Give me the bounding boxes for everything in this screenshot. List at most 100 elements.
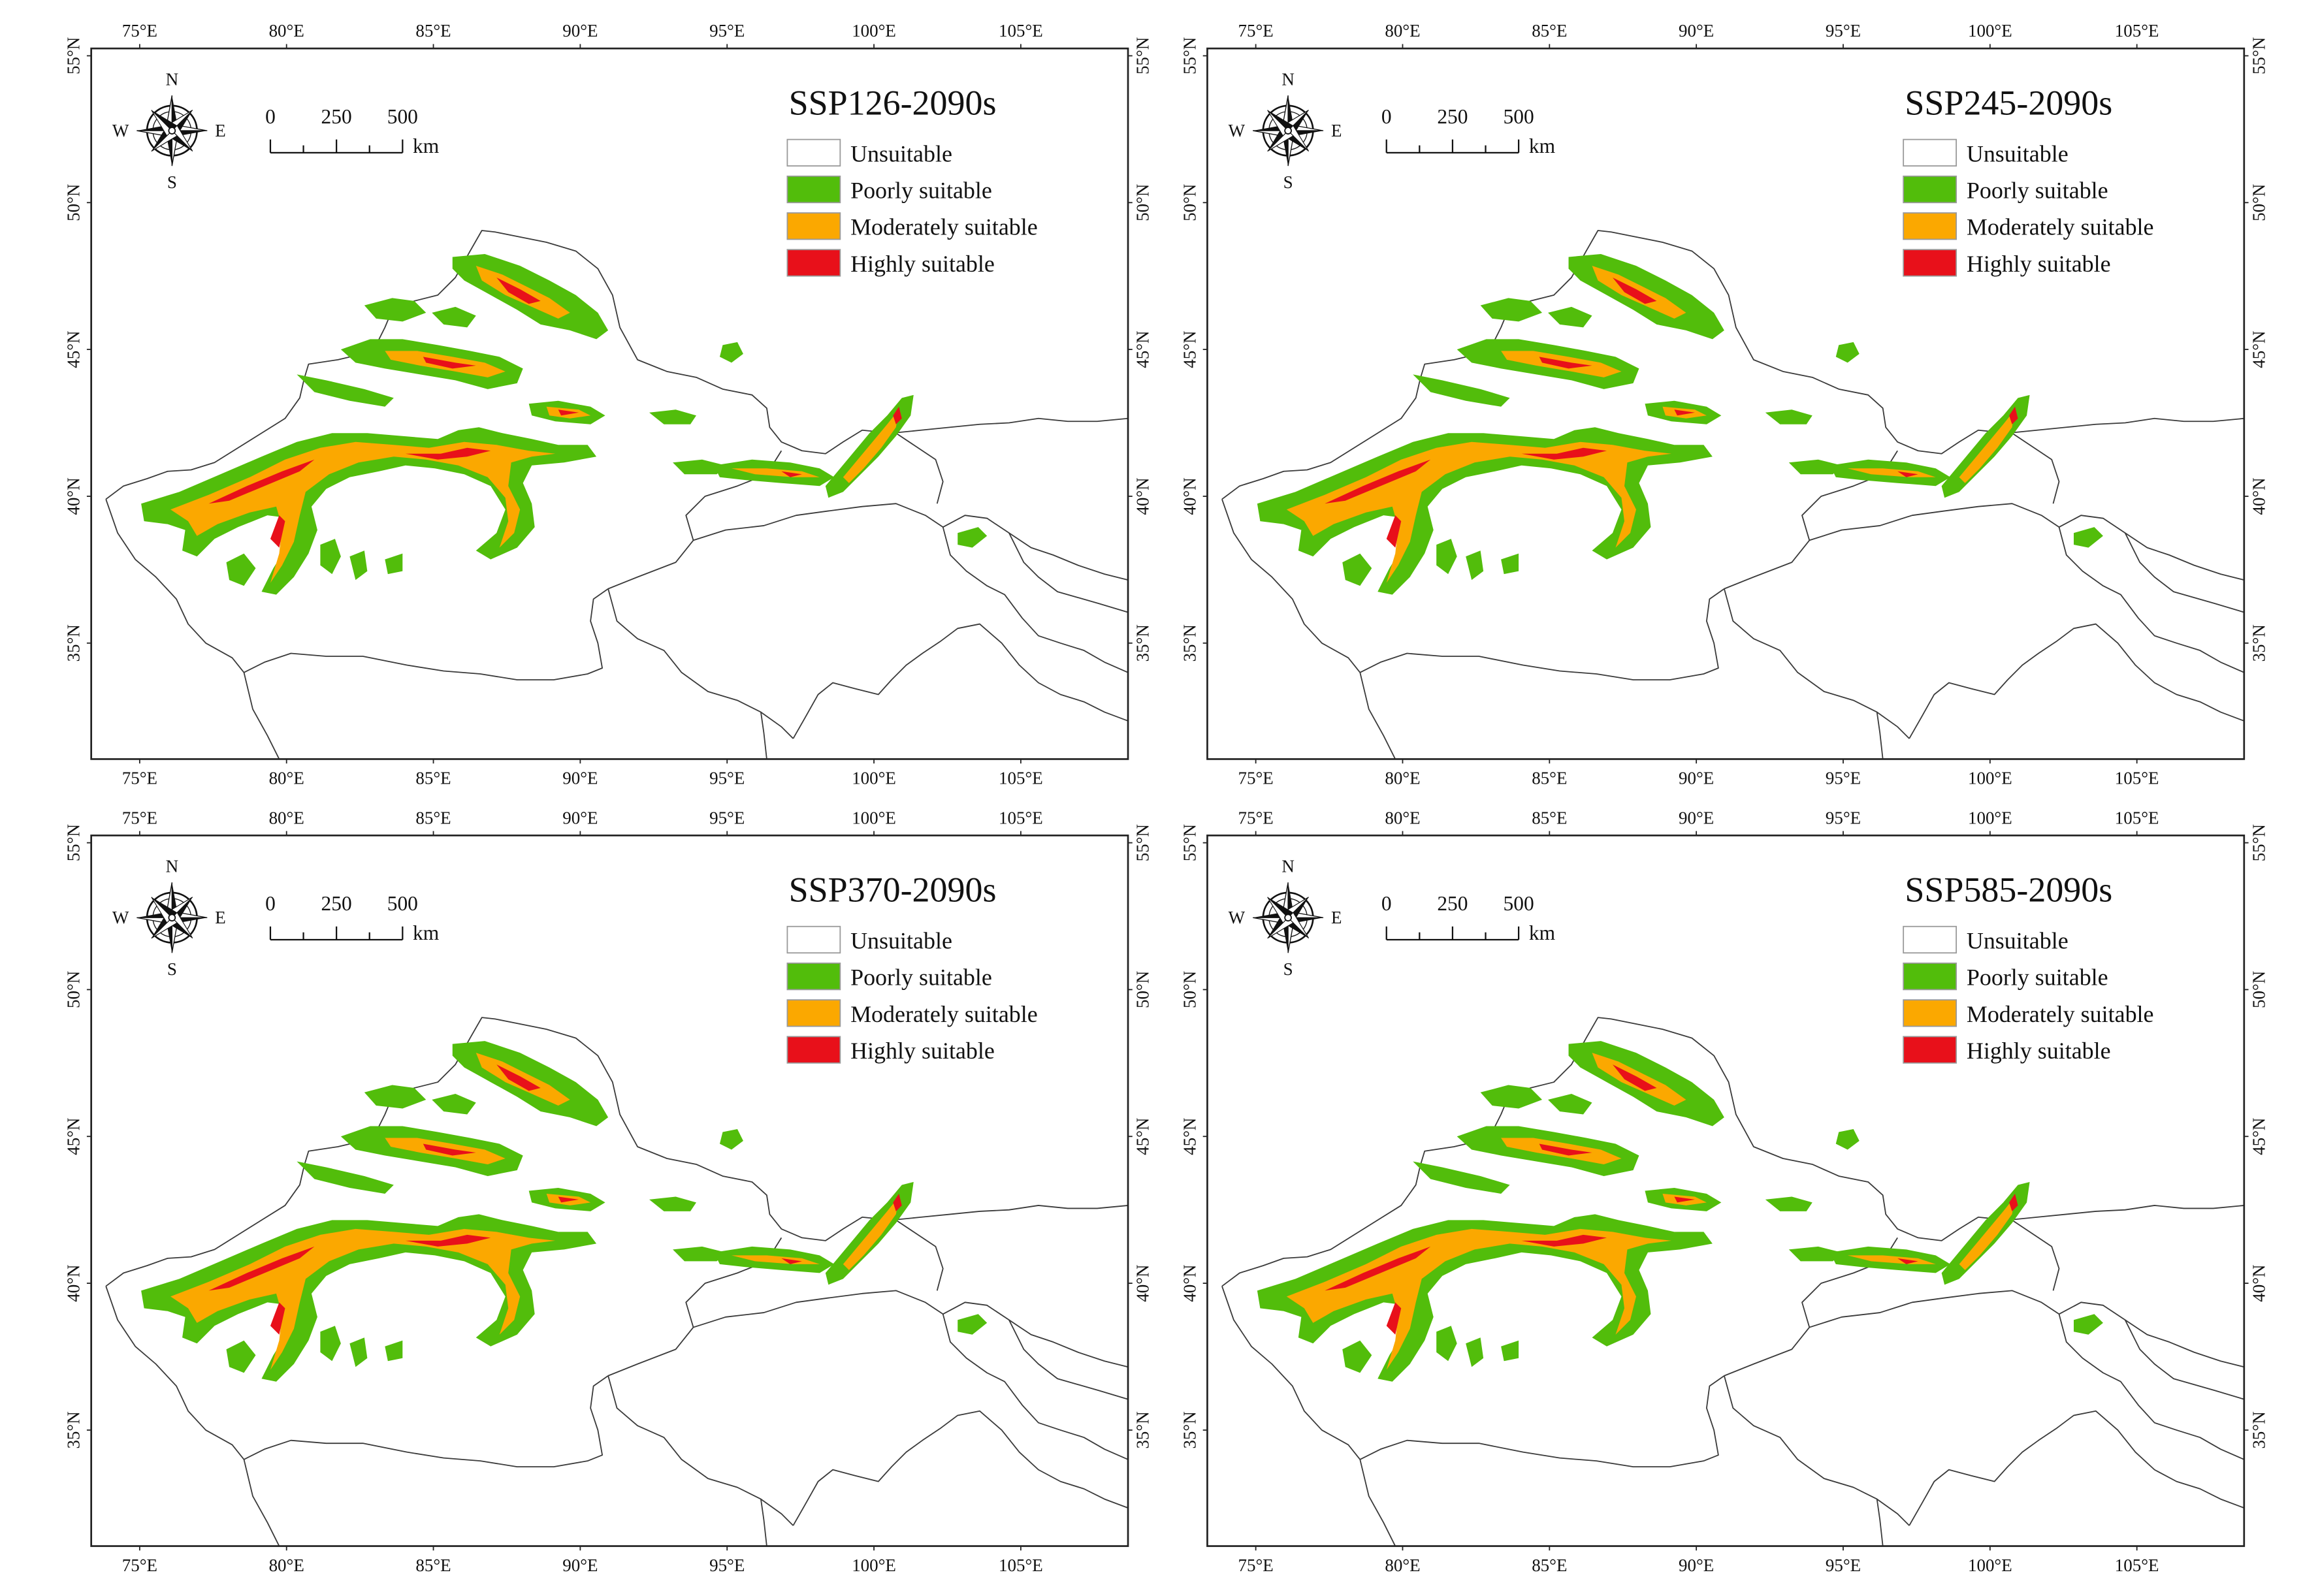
legend-swatch: [1903, 999, 1957, 1027]
longitude-label-top: 85°E: [415, 808, 451, 827]
longitude-label-bottom: 100°E: [1968, 769, 2012, 788]
longitude-label-bottom: 75°E: [122, 769, 157, 788]
latitude-label-left: 55°N: [1180, 824, 1199, 861]
compass-north-label: N: [166, 857, 178, 876]
legend-label: Poorly suitable: [850, 965, 992, 991]
longitude-label-top: 95°E: [1826, 21, 1861, 40]
longitude-label-bottom: 90°E: [562, 1556, 598, 1575]
longitude-label-bottom: 80°E: [1385, 1556, 1420, 1575]
compass-west-label: W: [1229, 908, 1246, 927]
longitude-label-top: 100°E: [852, 21, 896, 40]
panel-title: SSP585-2090s: [1905, 870, 2112, 910]
longitude-label-bottom: 90°E: [1679, 769, 1714, 788]
longitude-label-bottom: 105°E: [2115, 769, 2159, 788]
suitability-map: [105, 1017, 1129, 1547]
longitude-label-bottom: 75°E: [122, 1556, 157, 1575]
longitude-label-top: 100°E: [1968, 21, 2012, 40]
longitude-label-bottom: 85°E: [415, 769, 451, 788]
legend-label: Moderately suitable: [850, 1001, 1038, 1027]
legend-swatch: [786, 249, 841, 277]
legend-swatch: [1903, 212, 1957, 240]
compass-rose-icon: [1253, 95, 1324, 167]
latitude-label-left: 50°N: [1180, 184, 1199, 221]
longitude-label-top: 90°E: [562, 808, 598, 827]
scale-label-250: 250: [321, 105, 352, 128]
scale-label-0: 0: [265, 892, 276, 915]
longitude-label-top: 85°E: [1532, 21, 1567, 40]
longitude-label-top: 90°E: [562, 21, 598, 40]
longitude-label-top: 105°E: [2115, 21, 2159, 40]
legend-swatch: [1903, 963, 1957, 991]
latitude-label-right: 40°N: [1133, 1264, 1153, 1301]
longitude-label-bottom: 100°E: [852, 769, 896, 788]
longitude-label-bottom: 90°E: [1679, 1556, 1714, 1575]
scale-label-0: 0: [265, 105, 276, 128]
legend-swatch: [786, 175, 841, 204]
legend-label: Unsuitable: [1967, 927, 2069, 953]
scale-unit-label: km: [413, 135, 439, 157]
longitude-label-bottom: 75°E: [1238, 769, 1274, 788]
legend-swatch: [1903, 249, 1957, 277]
latitude-label-right: 35°N: [2249, 1411, 2268, 1448]
longitude-label-bottom: 80°E: [1385, 769, 1420, 788]
longitude-label-bottom: 95°E: [709, 1556, 745, 1575]
legend-swatch: [786, 963, 841, 991]
longitude-label-top: 105°E: [2115, 808, 2159, 827]
scale-unit-label: km: [413, 921, 439, 944]
legend-swatch: [786, 925, 841, 954]
latitude-label-right: 55°N: [2249, 824, 2268, 861]
latitude-label-left: 35°N: [64, 1411, 84, 1448]
longitude-label-top: 75°E: [1238, 808, 1274, 827]
compass-south-label: S: [167, 959, 177, 979]
compass-west-label: W: [112, 121, 129, 140]
longitude-label-bottom: 80°E: [269, 1556, 304, 1575]
compass-west-label: W: [1229, 121, 1246, 140]
latitude-label-left: 40°N: [1180, 477, 1199, 515]
longitude-label-top: 75°E: [122, 21, 157, 40]
compass-east-label: E: [215, 908, 225, 927]
latitude-label-left: 55°N: [64, 824, 84, 861]
latitude-label-left: 45°N: [64, 1118, 84, 1155]
latitude-label-left: 50°N: [1180, 971, 1199, 1008]
longitude-label-top: 95°E: [1826, 808, 1861, 827]
legend-label: Highly suitable: [850, 1038, 995, 1064]
map-frame: [90, 834, 1129, 1547]
legend-swatch: [786, 1036, 841, 1064]
legend-label: Moderately suitable: [850, 214, 1038, 240]
legend-label: Poorly suitable: [1967, 178, 2108, 204]
legend-label: Highly suitable: [1967, 1038, 2111, 1064]
longitude-label-top: 75°E: [122, 808, 157, 827]
legend-label: Poorly suitable: [850, 178, 992, 204]
latitude-label-right: 45°N: [1133, 330, 1153, 368]
longitude-label-top: 80°E: [269, 808, 304, 827]
latitude-label-right: 45°N: [2249, 330, 2268, 368]
legend: Unsuitable Poorly suitable Moderately suit…: [786, 138, 1038, 277]
longitude-label-top: 90°E: [1679, 808, 1714, 827]
longitude-label-bottom: 85°E: [1532, 769, 1567, 788]
latitude-label-left: 40°N: [64, 477, 84, 515]
longitude-label-bottom: 95°E: [709, 769, 745, 788]
latitude-label-right: 40°N: [2249, 1264, 2268, 1301]
map-panel-4: 75°E 75°E 80°E 80°E 85°E 85°E 90°E 90°E 95°E 95°E…: [1180, 808, 2268, 1574]
compass-east-label: E: [1331, 121, 1342, 140]
latitude-label-right: 55°N: [2249, 37, 2268, 74]
scale-label-500: 500: [387, 105, 418, 128]
legend-label: Moderately suitable: [1967, 214, 2154, 240]
scale-label-0: 0: [1381, 892, 1392, 915]
scale-label-250: 250: [1437, 892, 1468, 915]
scale-bar: [269, 926, 404, 941]
longitude-label-bottom: 105°E: [999, 769, 1043, 788]
map-frame: [90, 47, 1129, 760]
suitability-map: [1221, 1017, 2245, 1547]
map-panel-1: 75°E 75°E 80°E 80°E 85°E 85°E 90°E 90°E 95°E 95°E…: [64, 21, 1153, 788]
map-frame: [1206, 834, 2246, 1547]
latitude-label-left: 45°N: [64, 330, 84, 368]
scale-unit-label: km: [1529, 921, 1555, 944]
latitude-label-left: 50°N: [64, 971, 84, 1008]
latitude-label-right: 35°N: [2249, 624, 2268, 662]
longitude-label-top: 80°E: [269, 21, 304, 40]
longitude-label-bottom: 105°E: [999, 1556, 1043, 1575]
compass-east-label: E: [1331, 908, 1342, 927]
compass-rose-icon: [137, 882, 208, 953]
compass-south-label: S: [1283, 959, 1293, 979]
